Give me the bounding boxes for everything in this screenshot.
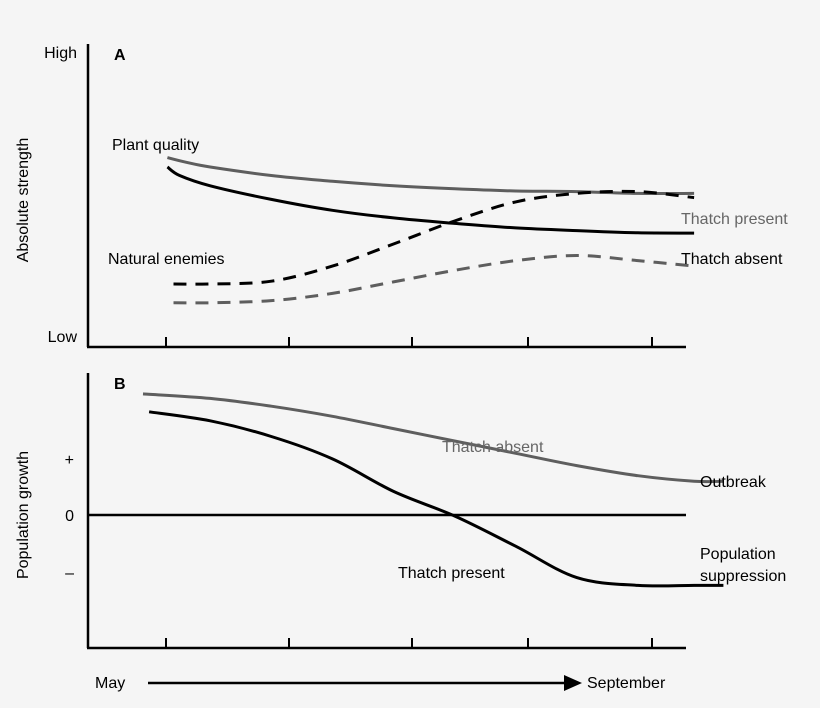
label-a-thatch-present: Thatch present	[681, 211, 788, 228]
label-population: Population	[700, 546, 776, 563]
series-line-pq_present	[166, 165, 695, 235]
panel-b: B + 0 – Population growth Thatch absent …	[15, 373, 786, 650]
ytick-plus: +	[65, 452, 74, 469]
ytick-zero: 0	[65, 508, 74, 525]
series-line-ne_present	[173, 189, 695, 286]
time-axis: May September	[95, 675, 666, 692]
label-suppression: suppression	[700, 568, 786, 585]
series-line-pq_absent	[167, 156, 695, 196]
panel-b-x-ticks	[165, 638, 653, 648]
label-may: May	[95, 675, 125, 692]
panel-a-x-ticks	[165, 337, 653, 347]
panel-b-series	[142, 392, 724, 588]
label-b-thatch-present: Thatch present	[398, 565, 505, 582]
ytick-minus: –	[65, 565, 74, 582]
series-line-pg_present	[148, 410, 724, 588]
label-plant-quality: Plant quality	[112, 137, 199, 154]
time-arrow-head	[564, 675, 582, 691]
panel-b-label: B	[114, 376, 126, 393]
panel-b-ylabel: Population growth	[15, 451, 32, 579]
series-line-ne_absent	[173, 253, 695, 305]
ytick-high: High	[44, 45, 77, 62]
ytick-low: Low	[48, 329, 78, 346]
panel-a: A High Low Absolute strength Plant quali…	[15, 44, 788, 349]
panel-a-ylabel: Absolute strength	[15, 138, 32, 263]
series-line-pg_absent	[142, 392, 724, 484]
label-b-thatch-absent: Thatch absent	[442, 439, 544, 456]
label-outbreak: Outbreak	[700, 474, 767, 491]
panel-a-series	[166, 156, 695, 305]
label-a-thatch-absent: Thatch absent	[681, 251, 783, 268]
label-september: September	[587, 675, 666, 692]
panel-a-label: A	[114, 47, 126, 64]
label-natural-enemies: Natural enemies	[108, 251, 225, 268]
